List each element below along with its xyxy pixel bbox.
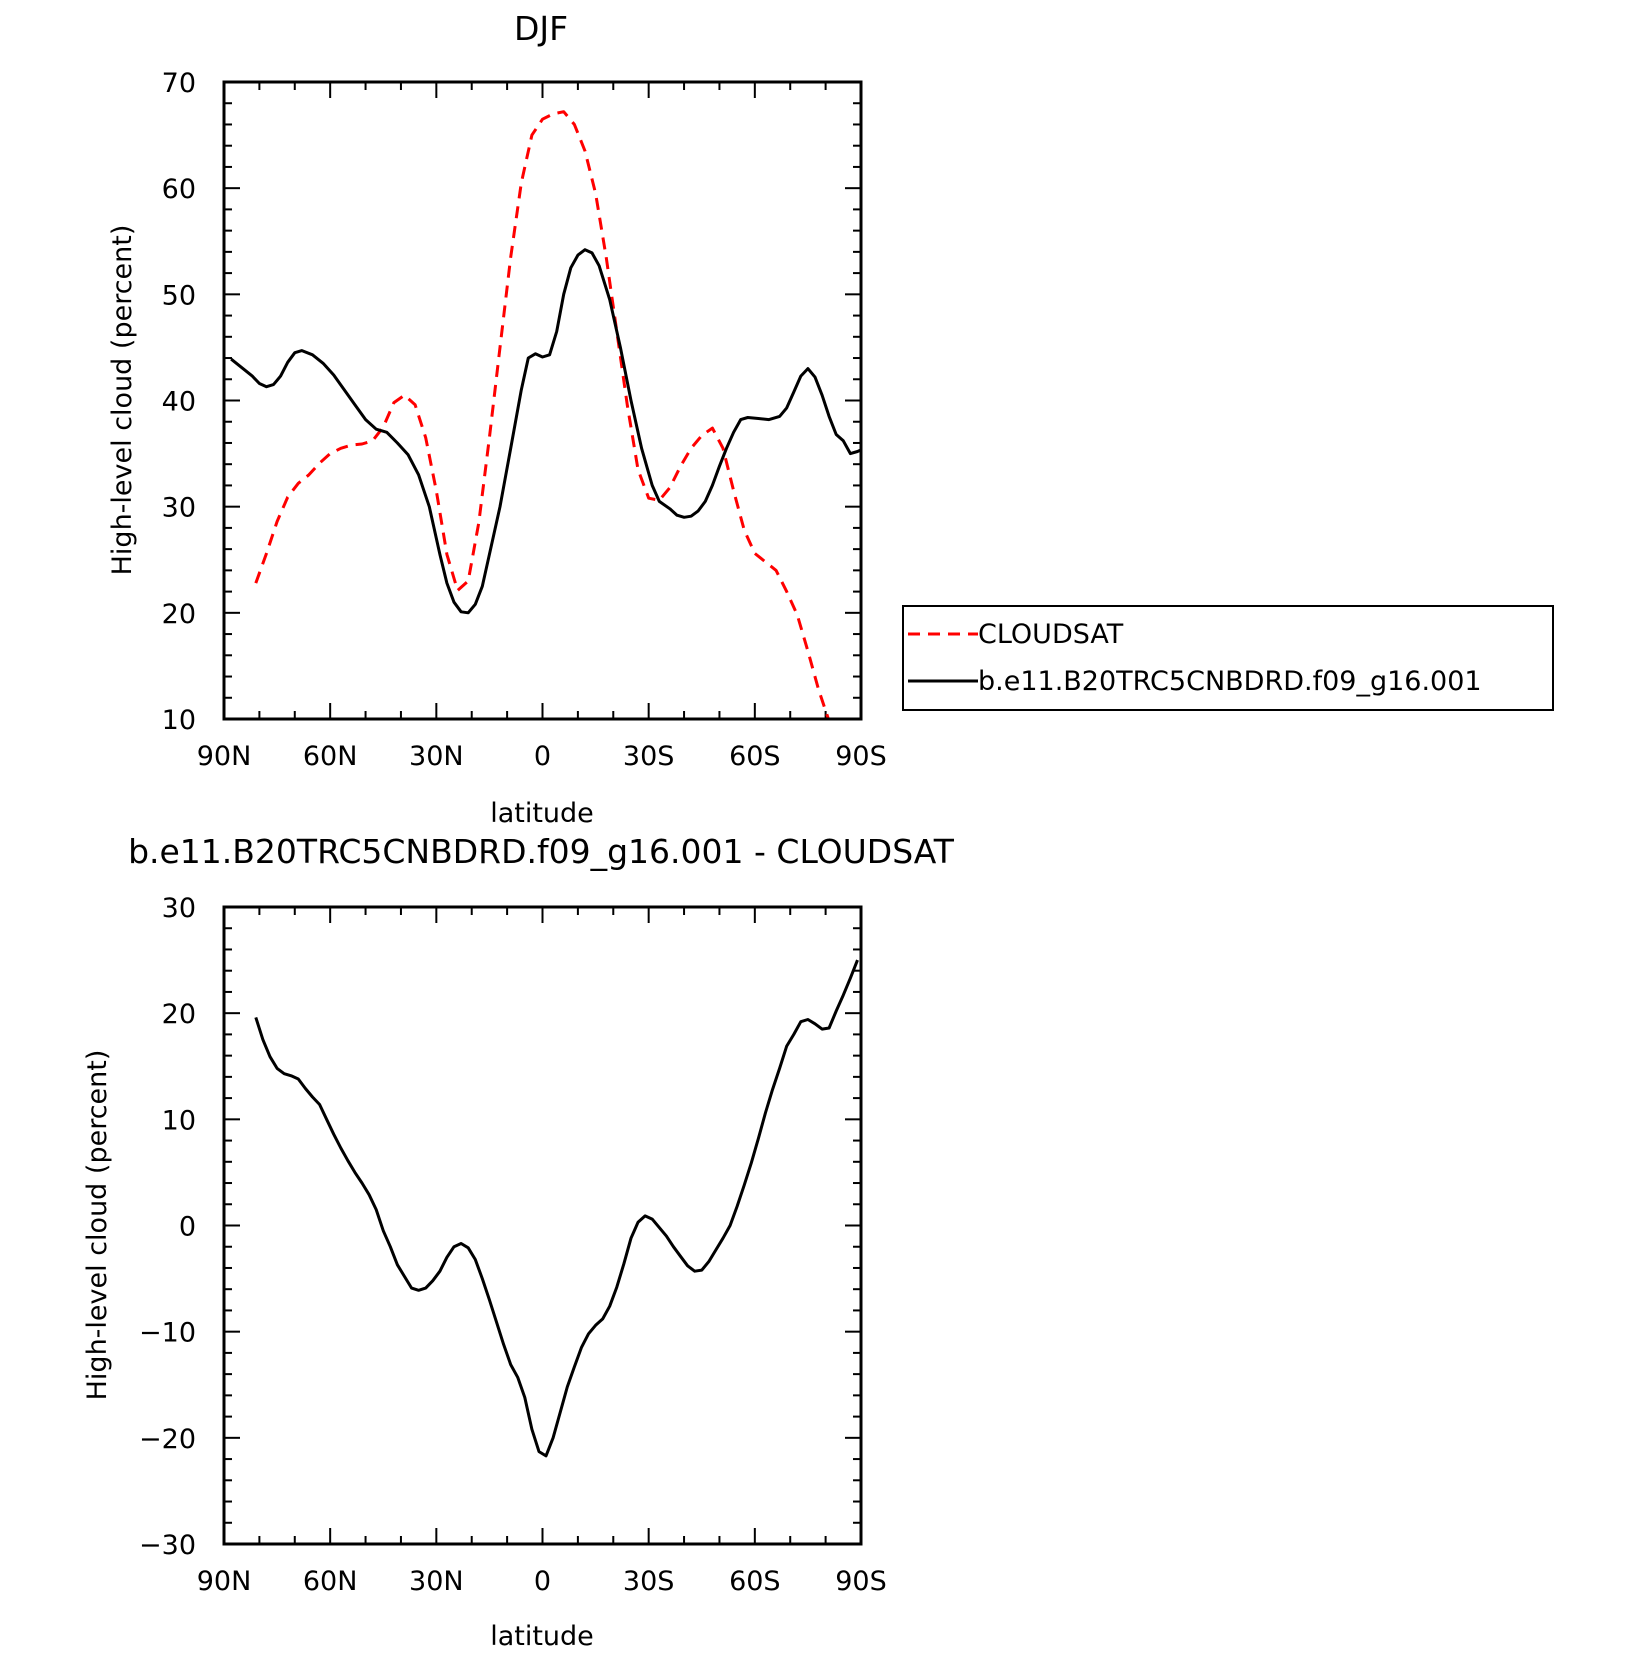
top-plot-title: DJF xyxy=(514,9,568,48)
bottom-axis-ticks xyxy=(223,906,862,1545)
top-x-tick-labels: 90N 60N 30N 0 30S 60S 90S xyxy=(197,741,887,772)
bottom-x-tick-label: 60N xyxy=(303,1566,358,1597)
top-y-tick-label: 50 xyxy=(162,280,196,311)
bottom-series-lines xyxy=(254,959,859,1458)
legend-label-cloudsat: CLOUDSAT xyxy=(978,619,1124,650)
top-x-tick-label: 60S xyxy=(729,741,781,772)
top-x-axis-title: latitude xyxy=(490,798,594,829)
bottom-y-tick-label: 10 xyxy=(162,1105,196,1136)
bottom-y-tick-label: −30 xyxy=(139,1530,196,1561)
legend-label-model: b.e11.B20TRC5CNBDRD.f09_g16.001 xyxy=(978,666,1482,697)
bottom-x-tick-label: 90N xyxy=(197,1566,252,1597)
bottom-x-tick-label: 30N xyxy=(409,1566,464,1597)
bottom-y-tick-label: −10 xyxy=(139,1318,196,1349)
top-x-tick-label: 90S xyxy=(835,741,887,772)
legend: CLOUDSAT b.e11.B20TRC5CNBDRD.f09_g16.001 xyxy=(902,605,1554,711)
top-y-axis-title: High-level cloud (percent) xyxy=(107,225,138,576)
top-x-tick-label: 0 xyxy=(534,741,551,772)
bottom-x-axis-title: latitude xyxy=(490,1621,594,1652)
bottom-y-axis-title: High-level cloud (percent) xyxy=(82,1050,113,1401)
top-x-tick-label: 30N xyxy=(409,741,464,772)
top-y-tick-label: 60 xyxy=(162,174,196,205)
bottom-plot-frame xyxy=(222,905,863,1546)
top-y-tick-label: 30 xyxy=(162,493,196,524)
top-y-tick-label: 40 xyxy=(162,387,196,418)
top-y-tick-labels: 10 20 30 40 50 60 70 xyxy=(162,68,196,736)
bottom-series-line-0 xyxy=(254,959,859,1458)
legend-box xyxy=(902,605,1554,711)
bottom-y-tick-labels: −30 −20 −10 0 10 20 30 xyxy=(139,893,196,1561)
bottom-y-tick-label: −20 xyxy=(139,1424,196,1455)
bottom-x-tick-labels: 90N 60N 30N 0 30S 60S 90S xyxy=(197,1566,887,1597)
bottom-y-tick-label: 20 xyxy=(162,999,196,1030)
top-x-tick-label: 60N xyxy=(303,741,358,772)
bottom-y-tick-label: 30 xyxy=(162,893,196,924)
top-plot-frame xyxy=(222,80,863,721)
bottom-panel: b.e11.B20TRC5CNBDRD.f09_g16.001 - CLOUDS… xyxy=(82,832,955,1652)
top-axis-ticks xyxy=(223,81,862,720)
bottom-y-tick-label: 0 xyxy=(179,1212,196,1243)
top-y-tick-label: 20 xyxy=(162,599,196,630)
top-series-line-1 xyxy=(230,248,861,615)
bottom-x-tick-label: 30S xyxy=(623,1566,675,1597)
top-series-line-0 xyxy=(254,110,830,719)
top-panel: DJF 90N 60N 30N 0 30S 60S 90S 10 20 30 40 50 60 70 l… xyxy=(107,9,887,829)
top-y-tick-label: 10 xyxy=(162,705,196,736)
top-x-tick-label: 90N xyxy=(197,741,252,772)
bottom-x-tick-label: 0 xyxy=(534,1566,551,1597)
top-series-lines xyxy=(230,110,861,719)
top-x-tick-label: 30S xyxy=(623,741,675,772)
bottom-x-tick-label: 60S xyxy=(729,1566,781,1597)
bottom-plot-title: b.e11.B20TRC5CNBDRD.f09_g16.001 - CLOUDS… xyxy=(128,832,955,871)
bottom-x-tick-label: 90S xyxy=(835,1566,887,1597)
top-y-tick-label: 70 xyxy=(162,68,196,99)
